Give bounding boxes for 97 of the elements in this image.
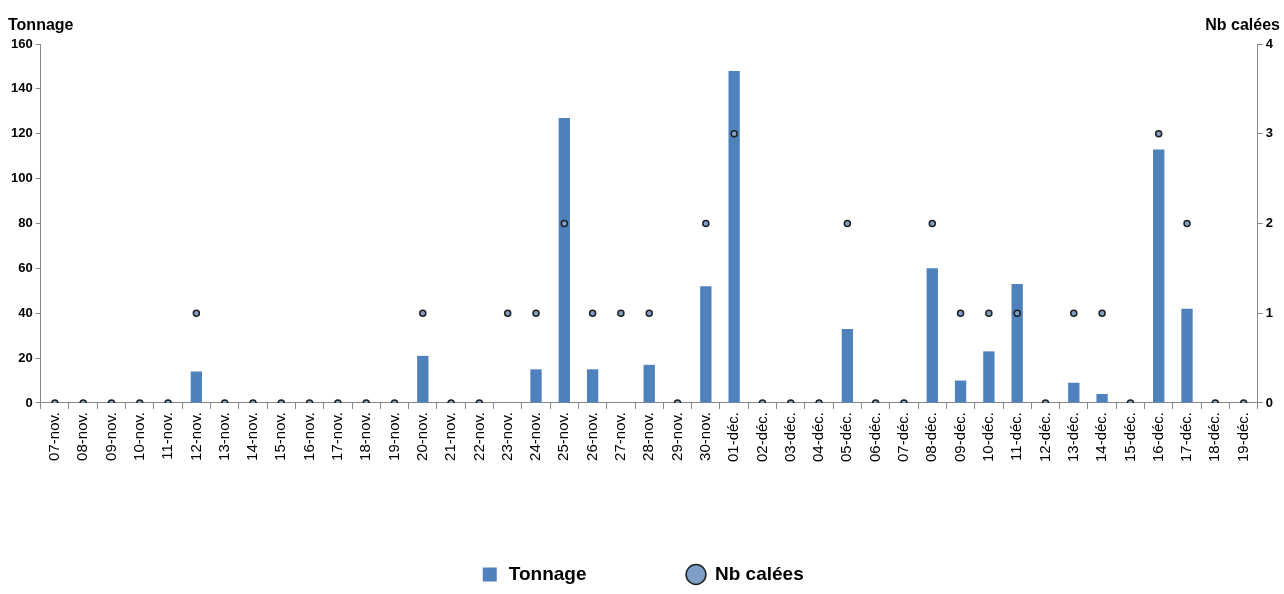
x-tick-label: 03-déc. xyxy=(780,411,798,463)
bar xyxy=(1181,308,1193,403)
bar xyxy=(190,371,203,403)
point xyxy=(1183,219,1191,228)
legend-label: Tonnage xyxy=(508,562,587,584)
bar xyxy=(926,268,938,403)
x-tick-label: 18-nov. xyxy=(356,411,374,461)
x-tick-label: 27-nov. xyxy=(611,411,629,461)
point xyxy=(588,309,597,317)
point xyxy=(702,219,710,228)
point xyxy=(617,309,625,317)
y-tick-label: 140 xyxy=(10,80,33,96)
bar xyxy=(1068,382,1080,403)
bar xyxy=(983,351,995,403)
x-tick-label: 23-nov. xyxy=(497,411,515,461)
x-tick-label: 12-déc. xyxy=(1035,411,1053,463)
point xyxy=(419,309,427,317)
x-tick-label: 05-déc. xyxy=(837,411,855,463)
x-tick-label: 16-déc. xyxy=(1148,411,1166,463)
x-tick-label: 21-nov. xyxy=(441,411,459,461)
point xyxy=(1013,309,1021,317)
x-tick-label: 12-nov. xyxy=(186,411,204,461)
bar xyxy=(841,328,854,403)
y-axis-title: Tonnage xyxy=(8,16,74,34)
y-tick-label: 60 xyxy=(18,259,33,275)
x-tick-label: 14-nov. xyxy=(243,411,261,461)
x-tick-label: 15-nov. xyxy=(271,411,289,461)
y-tick-label: 100 xyxy=(10,170,33,186)
point xyxy=(985,309,993,317)
x-tick-label: 13-nov. xyxy=(214,411,232,461)
x-tick-label: 26-nov. xyxy=(582,411,600,461)
y-tick-label: 120 xyxy=(10,125,33,141)
point xyxy=(192,309,201,317)
x-tick-label: 14-déc. xyxy=(1092,411,1110,463)
x-tick-label: 15-déc. xyxy=(1120,411,1138,463)
bar xyxy=(417,355,429,403)
bar xyxy=(643,364,655,403)
y-tick-label: 160 xyxy=(10,35,33,51)
y2-axis-title: Nb calées xyxy=(1205,16,1281,34)
x-tick-label: 17-déc. xyxy=(1177,411,1195,463)
x-tick-label: 19-nov. xyxy=(384,411,402,461)
point xyxy=(532,309,540,317)
point xyxy=(928,219,937,228)
bar xyxy=(728,70,740,403)
x-tick-label: 22-nov. xyxy=(469,411,487,461)
x-tick-label: 20-nov. xyxy=(412,411,430,461)
y-tick-label: 0 xyxy=(25,394,33,410)
point xyxy=(843,219,852,228)
bar xyxy=(558,118,570,403)
y2-tick-label: 1 xyxy=(1265,304,1273,320)
x-tick-label: 07-déc. xyxy=(894,411,912,463)
x-tick-label: 02-déc. xyxy=(752,411,770,463)
x-tick-label: 25-nov. xyxy=(554,411,572,461)
x-tick-label: 16-nov. xyxy=(299,411,317,461)
point xyxy=(1070,309,1078,317)
point xyxy=(1154,129,1163,138)
point xyxy=(1098,309,1106,317)
x-tick-label: 10-nov. xyxy=(129,411,147,461)
x-tick-label: 09-nov. xyxy=(101,411,119,461)
x-tick-label: 07-nov. xyxy=(44,411,62,461)
y2-tick-label: 3 xyxy=(1265,125,1273,141)
x-tick-label: 08-nov. xyxy=(73,411,91,461)
x-tick-label: 24-nov. xyxy=(526,411,544,461)
x-tick-label: 01-déc. xyxy=(724,411,742,463)
x-tick-label: 08-déc. xyxy=(922,411,940,463)
y-tick-label: 20 xyxy=(18,349,33,365)
y-tick-label: 80 xyxy=(18,215,33,231)
legend-label: Nb calées xyxy=(715,562,804,584)
x-tick-label: 17-nov. xyxy=(328,411,346,461)
bar xyxy=(530,369,542,403)
y-tick-label: 40 xyxy=(18,304,33,320)
x-tick-label: 04-déc. xyxy=(809,411,827,463)
point xyxy=(956,309,965,317)
point xyxy=(730,129,738,138)
x-tick-label: 18-déc. xyxy=(1205,411,1223,463)
bar xyxy=(1011,284,1023,403)
y2-tick-label: 2 xyxy=(1265,215,1273,231)
x-tick-label: 19-déc. xyxy=(1233,411,1251,463)
y2-tick-label: 0 xyxy=(1265,394,1273,410)
bar xyxy=(954,380,967,403)
x-tick-label: 13-déc. xyxy=(1063,411,1081,463)
point xyxy=(645,309,653,317)
y2-tick-label: 4 xyxy=(1265,35,1274,51)
x-tick-label: 29-nov. xyxy=(667,411,685,461)
x-tick-label: 30-nov. xyxy=(695,411,713,461)
x-tick-label: 10-déc. xyxy=(979,411,997,463)
x-tick-label: 11-déc. xyxy=(1007,411,1025,461)
x-tick-label: 06-déc. xyxy=(865,411,883,463)
bar xyxy=(700,286,712,403)
x-tick-label: 11-nov. xyxy=(158,411,176,460)
bar xyxy=(586,369,599,403)
point xyxy=(560,219,569,228)
bar xyxy=(1096,393,1108,403)
x-tick-label: 09-déc. xyxy=(950,411,968,463)
x-tick-label: 28-nov. xyxy=(639,411,657,461)
point xyxy=(503,309,512,317)
bar xyxy=(1153,149,1165,403)
